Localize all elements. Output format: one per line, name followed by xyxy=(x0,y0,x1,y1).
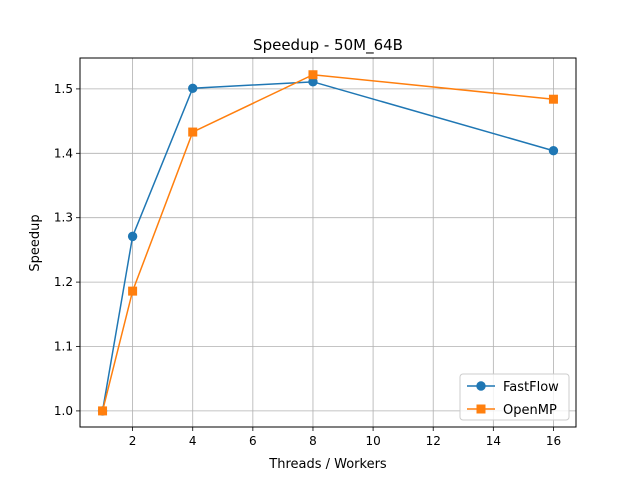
x-tick-label: 14 xyxy=(486,434,501,448)
data-point-fastflow xyxy=(188,83,198,93)
plot-frame xyxy=(79,57,577,428)
data-point-openmp xyxy=(98,406,108,416)
chart-title: Speedup - 50M_64B xyxy=(253,36,403,55)
series-line-openmp xyxy=(101,73,554,412)
data-point-fastflow xyxy=(548,146,559,156)
legend-marker-fastflow xyxy=(476,381,486,391)
x-tick-label: 12 xyxy=(426,434,441,448)
series-fastflow xyxy=(97,77,559,416)
legend-label-fastflow: FastFlow xyxy=(503,380,559,395)
series-openmp xyxy=(98,70,558,416)
y-tick-label: 1.1 xyxy=(54,340,73,354)
legend: FastFlow OpenMP xyxy=(459,373,570,421)
y-tick-label: 1.5 xyxy=(54,82,73,96)
x-tick-label: 6 xyxy=(249,434,257,448)
y-tick-label: 1.2 xyxy=(54,275,73,289)
x-axis-label: Threads / Workers xyxy=(268,457,387,472)
x-tick-label: 10 xyxy=(365,434,380,448)
x-tick-label: 2 xyxy=(129,434,137,448)
data-point-openmp xyxy=(188,127,198,137)
legend-marker-openmp xyxy=(476,404,486,414)
y-tick-label: 1.4 xyxy=(54,146,73,160)
x-tick-label: 16 xyxy=(546,434,561,448)
legend-label-openmp: OpenMP xyxy=(503,403,557,418)
grid-lines xyxy=(80,58,576,427)
x-tick-label: 8 xyxy=(309,434,317,448)
data-point-openmp xyxy=(548,94,558,104)
x-tick-label: 4 xyxy=(189,434,197,448)
data-point-openmp xyxy=(308,70,318,80)
y-tick-label: 1.0 xyxy=(54,404,73,418)
y-axis-ticks: 1.0 1.1 1.2 1.3 1.4 1.5 xyxy=(54,82,80,418)
data-point-fastflow xyxy=(127,231,138,242)
x-axis-ticks: 2 4 6 8 10 12 14 16 xyxy=(129,427,561,448)
series-line-fastflow xyxy=(101,81,554,412)
series-layer xyxy=(97,70,559,416)
y-tick-label: 1.3 xyxy=(54,211,73,225)
data-point-openmp xyxy=(128,286,138,296)
y-axis-label: Speedup xyxy=(28,214,43,271)
